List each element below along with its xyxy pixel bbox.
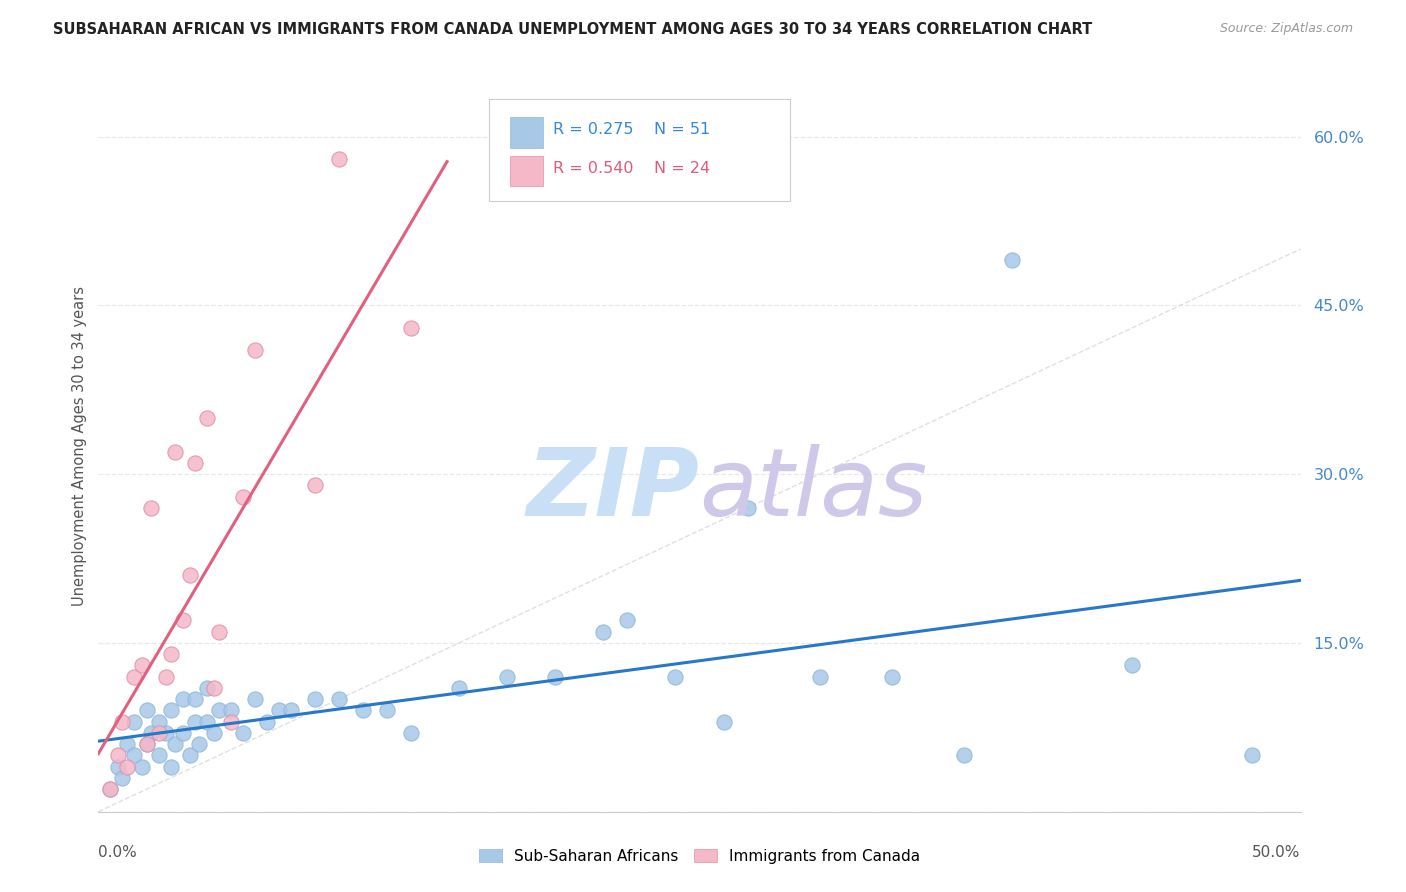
- Point: [165, 737, 187, 751]
- Point: [399, 726, 422, 740]
- Point: [592, 624, 614, 639]
- Point: [107, 748, 129, 763]
- Point: [135, 703, 157, 717]
- Point: [100, 782, 122, 797]
- Point: [267, 703, 290, 717]
- Point: [124, 748, 146, 763]
- Point: [195, 681, 218, 695]
- Point: [183, 456, 205, 470]
- Text: R = 0.275    N = 51: R = 0.275 N = 51: [553, 122, 710, 136]
- Point: [328, 152, 350, 166]
- Point: [179, 748, 201, 763]
- Point: [131, 658, 153, 673]
- Text: Source: ZipAtlas.com: Source: ZipAtlas.com: [1219, 22, 1353, 36]
- Point: [375, 703, 398, 717]
- Point: [172, 614, 194, 628]
- Point: [1001, 253, 1024, 268]
- Point: [232, 726, 254, 740]
- Point: [304, 692, 326, 706]
- Point: [141, 500, 163, 515]
- Point: [808, 670, 831, 684]
- Point: [737, 500, 759, 515]
- Point: [219, 703, 242, 717]
- Point: [179, 568, 201, 582]
- Point: [148, 748, 170, 763]
- Point: [256, 714, 278, 729]
- Y-axis label: Unemployment Among Ages 30 to 34 years: Unemployment Among Ages 30 to 34 years: [72, 286, 87, 606]
- Point: [148, 726, 170, 740]
- Point: [100, 782, 122, 797]
- Text: 50.0%: 50.0%: [1253, 845, 1301, 860]
- Point: [447, 681, 470, 695]
- Point: [135, 737, 157, 751]
- Point: [616, 614, 638, 628]
- Point: [1241, 748, 1264, 763]
- Point: [880, 670, 903, 684]
- Point: [219, 714, 242, 729]
- Point: [953, 748, 976, 763]
- FancyBboxPatch shape: [509, 117, 543, 147]
- Point: [1121, 658, 1143, 673]
- Point: [544, 670, 567, 684]
- Point: [352, 703, 374, 717]
- Point: [496, 670, 519, 684]
- Point: [202, 726, 225, 740]
- Point: [165, 444, 187, 458]
- Point: [135, 737, 157, 751]
- Point: [107, 760, 129, 774]
- Point: [131, 760, 153, 774]
- Point: [172, 726, 194, 740]
- Point: [183, 692, 205, 706]
- Text: R = 0.540    N = 24: R = 0.540 N = 24: [553, 161, 710, 176]
- Point: [124, 714, 146, 729]
- Text: 0.0%: 0.0%: [98, 845, 138, 860]
- Point: [399, 321, 422, 335]
- Point: [243, 692, 266, 706]
- Point: [232, 490, 254, 504]
- Point: [141, 726, 163, 740]
- Text: atlas: atlas: [699, 444, 928, 535]
- FancyBboxPatch shape: [509, 155, 543, 186]
- Point: [208, 624, 231, 639]
- Point: [328, 692, 350, 706]
- Point: [195, 714, 218, 729]
- Text: SUBSAHARAN AFRICAN VS IMMIGRANTS FROM CANADA UNEMPLOYMENT AMONG AGES 30 TO 34 YE: SUBSAHARAN AFRICAN VS IMMIGRANTS FROM CA…: [53, 22, 1092, 37]
- Point: [172, 692, 194, 706]
- Point: [713, 714, 735, 729]
- Point: [155, 670, 177, 684]
- Point: [202, 681, 225, 695]
- Point: [148, 714, 170, 729]
- Point: [243, 343, 266, 358]
- Point: [111, 714, 134, 729]
- Point: [208, 703, 231, 717]
- Point: [159, 760, 181, 774]
- Point: [155, 726, 177, 740]
- Point: [117, 737, 139, 751]
- Point: [159, 647, 181, 661]
- Point: [117, 760, 139, 774]
- Point: [304, 478, 326, 492]
- Point: [111, 771, 134, 785]
- FancyBboxPatch shape: [489, 99, 790, 201]
- Point: [183, 714, 205, 729]
- Point: [664, 670, 686, 684]
- Point: [159, 703, 181, 717]
- Point: [188, 737, 211, 751]
- Text: ZIP: ZIP: [527, 444, 699, 536]
- Legend: Sub-Saharan Africans, Immigrants from Canada: Sub-Saharan Africans, Immigrants from Ca…: [472, 843, 927, 870]
- Point: [124, 670, 146, 684]
- Point: [280, 703, 302, 717]
- Point: [195, 410, 218, 425]
